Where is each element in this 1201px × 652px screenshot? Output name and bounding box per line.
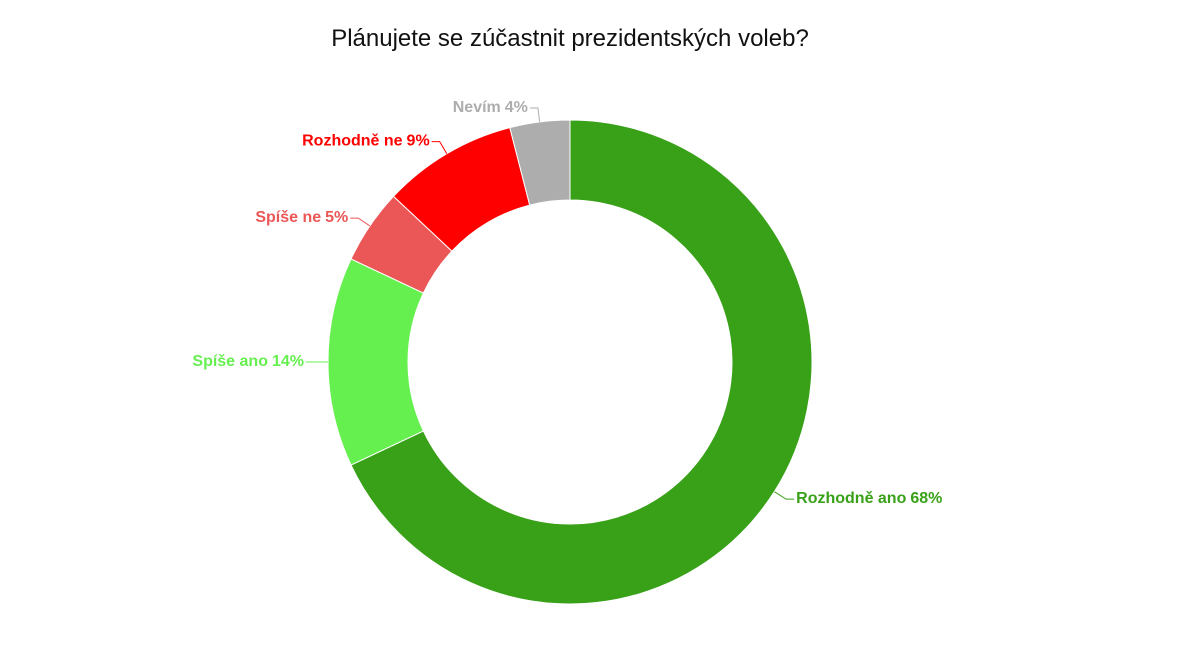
leader-line — [431, 141, 448, 154]
leader-line — [529, 107, 541, 122]
donut-slice — [509, 119, 571, 206]
data-label: Rozhodně ne 9% — [302, 133, 430, 150]
leader-line — [774, 491, 795, 500]
label-value: 68% — [910, 490, 942, 507]
leader-line — [350, 217, 371, 227]
label-value: 9% — [407, 133, 430, 150]
data-label: Spíše ano 14% — [192, 353, 304, 370]
label-category: Nevím — [453, 99, 501, 116]
label-category: Spíše ano — [192, 353, 268, 370]
data-label: Spíše ne 5% — [255, 209, 348, 226]
label-category: Spíše ne — [255, 209, 321, 226]
label-value: 4% — [505, 99, 528, 116]
chart-title: Plánujete se zúčastnit prezidentských vo… — [331, 25, 809, 52]
label-value: 5% — [325, 209, 348, 226]
data-label: Rozhodně ano 68% — [796, 490, 942, 507]
label-category: Rozhodně ano — [796, 490, 906, 507]
donut-slice — [327, 258, 425, 466]
data-label: Nevím 4% — [453, 99, 528, 116]
label-category: Rozhodně ne — [302, 133, 403, 150]
donut-slice — [350, 119, 813, 605]
label-value: 14% — [272, 353, 304, 370]
